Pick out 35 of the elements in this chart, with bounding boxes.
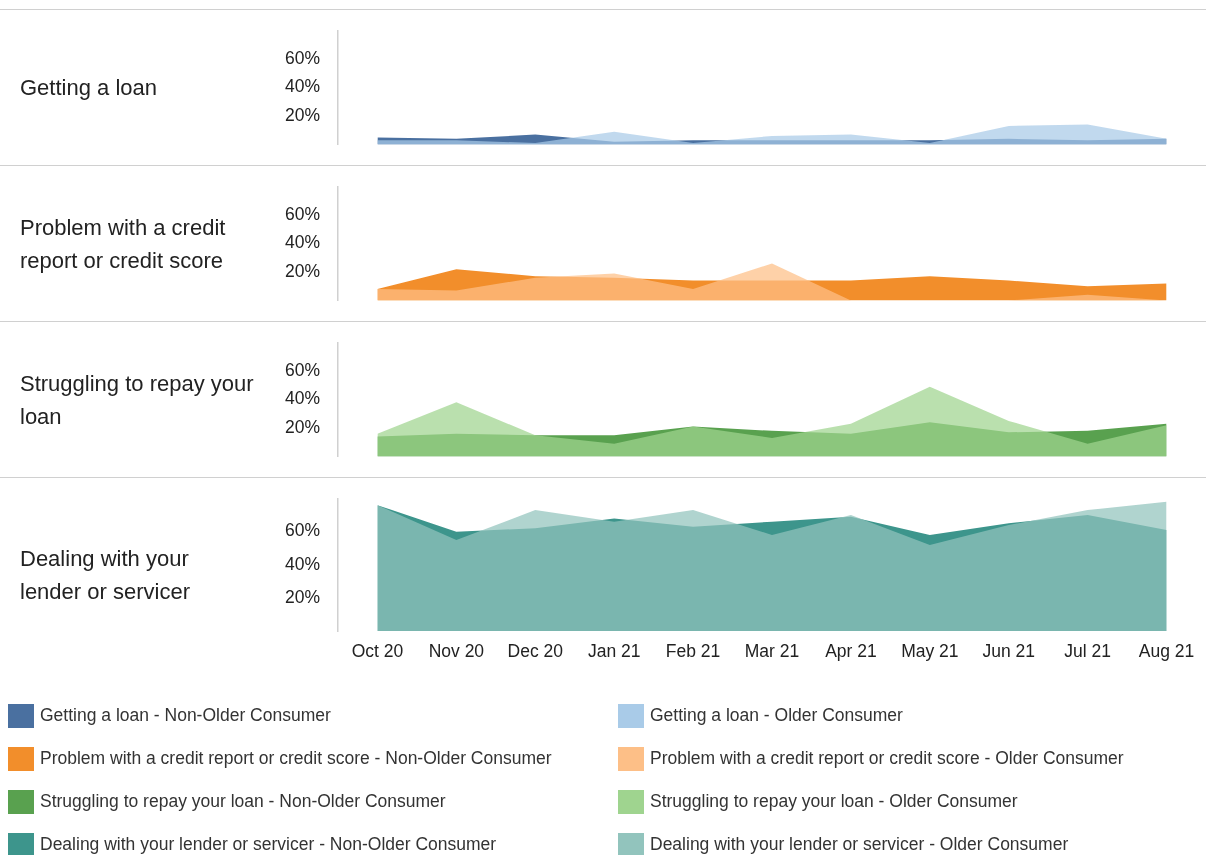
y-tick-label: 60% (284, 203, 320, 224)
x-tick-label: Aug 21 (1138, 641, 1195, 662)
x-tick-label: Feb 21 (665, 641, 721, 662)
text: Dealing with your lender or servicer (20, 545, 191, 606)
legend-label: Getting a loan - Non-Older Consumer (40, 705, 331, 726)
legend-label: Dealing with your lender or servicer - Non-Older Consumer (40, 834, 497, 855)
x-tick-label: Oct 20 (351, 641, 404, 662)
y-tick-label: 40% (284, 232, 320, 253)
legend-label: Struggling to repay your loan - Non-Older Consumer (40, 791, 446, 812)
y-tick-label: 20% (284, 260, 320, 281)
x-tick-label: Apr 21 (825, 641, 877, 662)
x-tick-label: Jul 21 (1064, 641, 1111, 662)
x-tick-label: Mar 21 (744, 641, 800, 662)
text: Getting a loan (20, 74, 157, 102)
y-tick-label: 60% (284, 359, 320, 380)
x-tick-label: May 21 (901, 641, 959, 662)
y-tick-label: 60% (284, 520, 320, 541)
x-tick-label: Nov 20 (428, 641, 485, 662)
y-tick-label: 40% (284, 553, 320, 574)
legend-label: Problem with a credit report or credit score - Non-Older Consumer (40, 748, 552, 769)
legend-label: Struggling to repay your loan - Older Consumer (650, 791, 1018, 812)
y-tick-label: 40% (284, 76, 320, 97)
y-tick-label: 20% (284, 104, 320, 125)
x-tick-label: Jan 21 (587, 641, 641, 662)
text: Struggling to repay your loan (20, 369, 255, 431)
text: Problem with a credit report or credit score (20, 213, 227, 275)
legend-label: Dealing with your lender or servicer - Older Consumer (650, 834, 1069, 855)
y-tick-label: 40% (284, 388, 320, 409)
legend-label: Problem with a credit report or credit score - Older Consumer (650, 748, 1124, 769)
x-tick-label: Jun 21 (982, 641, 1035, 662)
y-tick-label: 60% (284, 47, 320, 68)
y-tick-label: 20% (284, 416, 320, 437)
x-tick-label: Dec 20 (507, 641, 564, 662)
y-tick-label: 20% (284, 586, 320, 607)
legend-label: Getting a loan - Older Consumer (650, 705, 903, 726)
